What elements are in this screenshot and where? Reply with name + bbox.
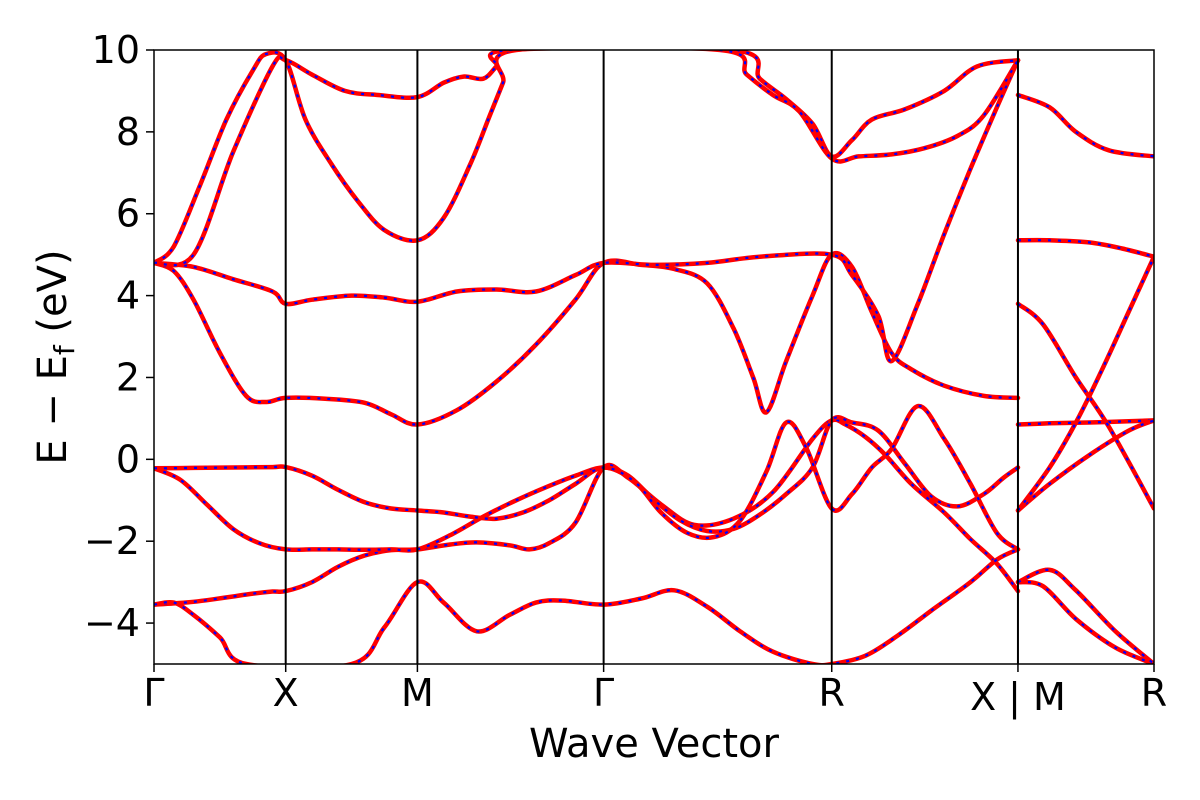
y-tick-label-5: 6 [116,192,140,236]
y-tick-label-0: −4 [84,601,140,645]
x-tick-label-1: X [273,671,299,715]
y-tick-label-7: 10 [92,28,140,72]
x-tick-label-6: R [1141,671,1167,715]
band-6-piece-1-dashed-overlay [1017,302,1154,510]
band-1-piece-0-line [154,415,1021,553]
y-axis-title: E − Ef (eV) [30,249,81,464]
band-7-piece-0-line [154,50,1021,268]
band-6-piece-0-dashed-overlay [154,59,1020,363]
y-tick-label-4: 4 [116,274,140,318]
band-0-piece-0-dashed-overlay [154,418,1019,606]
band-4-piece-1-line [1015,237,1154,259]
band-2-piece-1-line [1015,418,1154,513]
high-symmetry-lines [284,50,1019,664]
band-5-piece-1-dashed-overlay [1017,93,1154,158]
band-0-piece-1-dashed-overlay [1017,580,1154,664]
x-tick-label-5: X | M [970,675,1066,720]
band-4-piece-1-dashed-overlay [1017,239,1154,258]
y-axis-title-unit: (eV) [30,249,76,345]
x-axis-title: Wave Vector [529,721,780,767]
y-axis-ticks: −4 −2 0 2 4 6 8 10 [84,28,154,645]
band-5-piece-0-dashed-overlay [154,50,1019,264]
band-6-piece-0-line [154,57,1021,364]
x-tick-label-0: Γ [143,671,164,715]
band-3-piece-0-line [154,547,1021,664]
plot-frame [153,49,1155,665]
bands-layer [154,50,1154,664]
y-tick-label-6: 8 [116,110,140,154]
band-4-piece-0-line [154,251,1021,427]
band-2-piece-1-dashed-overlay [1017,419,1154,512]
x-tick-label-4: R [819,671,845,715]
y-tick-label-2: 0 [116,437,140,481]
band-2-piece-0-dashed-overlay [154,405,1019,551]
band-1-piece-1-dashed-overlay [1017,419,1154,426]
x-tick-label-2: M [401,671,434,715]
band-5-piece-1-line [1015,92,1154,159]
band-0-piece-1-line [1015,579,1154,664]
y-axis-title-main: E − E [30,355,76,465]
x-tick-label-3: Γ [593,671,614,715]
band-2-piece-0-line [154,403,1021,552]
y-tick-label-3: 2 [116,355,140,399]
y-tick-label-1: −2 [84,519,140,563]
y-axis-title-subscript: f [48,344,81,355]
x-axis-ticks: Γ X M Γ R X | M R [143,664,1167,720]
band-3-piece-1-dashed-overlay [1017,568,1154,664]
band-1-piece-0-dashed-overlay [154,416,1019,552]
band-7-piece-1-line [1015,254,1154,513]
band-3-piece-0-dashed-overlay [154,548,1019,664]
band-4-piece-0-dashed-overlay [154,252,1019,426]
band-0-piece-0-line [154,417,1021,607]
